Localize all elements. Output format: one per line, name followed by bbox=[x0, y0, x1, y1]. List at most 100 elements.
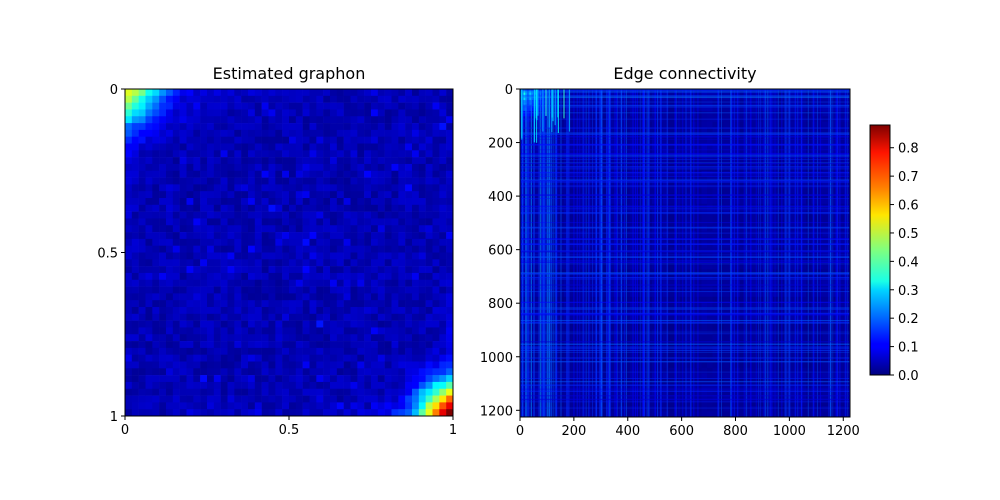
graphon-cell bbox=[282, 95, 290, 103]
graphon-cell bbox=[439, 225, 447, 233]
graphon-cell bbox=[254, 341, 262, 349]
edge-connectivity-cell bbox=[597, 313, 603, 319]
graphon-cell bbox=[412, 232, 420, 240]
edge-connectivity-cell bbox=[663, 110, 669, 117]
graphon-cell bbox=[241, 259, 249, 267]
edge-connectivity-cell bbox=[778, 296, 785, 303]
graphon-cell bbox=[241, 245, 249, 253]
edge-connectivity-cell bbox=[778, 132, 785, 139]
edge-connectivity-cell bbox=[591, 138, 598, 144]
graphon-cell bbox=[241, 143, 249, 151]
graphon-cell bbox=[207, 347, 215, 355]
graphon-cell bbox=[186, 395, 194, 403]
graphon-cell bbox=[172, 293, 180, 301]
graphon-cell bbox=[261, 123, 269, 131]
graphon-cell bbox=[125, 388, 133, 396]
graphon-cell bbox=[391, 198, 399, 206]
edge-connectivity-cell bbox=[806, 253, 812, 259]
edge-connectivity-cell bbox=[712, 253, 719, 259]
graphon-cell bbox=[152, 252, 160, 260]
graphon-cell bbox=[412, 368, 420, 376]
edge-connectivity-cell bbox=[762, 121, 768, 128]
edge-connectivity-cell bbox=[685, 165, 691, 172]
edge-connectivity-cell bbox=[575, 220, 581, 226]
edge-connectivity-cell bbox=[740, 132, 746, 139]
graphon-cell bbox=[439, 395, 447, 403]
graphon-cell bbox=[207, 259, 215, 267]
graphon-cell bbox=[125, 300, 133, 308]
graphon-cell bbox=[405, 184, 413, 192]
graphon-cell bbox=[193, 218, 201, 226]
edge-connectivity-cell bbox=[569, 253, 576, 259]
graphon-cell bbox=[309, 286, 317, 294]
graphon-cell bbox=[275, 375, 283, 383]
edge-connectivity-cell bbox=[635, 253, 642, 259]
edge-connectivity-cell bbox=[547, 187, 554, 194]
graphon-cell bbox=[159, 123, 167, 131]
graphon-cell bbox=[289, 238, 297, 246]
graphon-cell bbox=[330, 300, 338, 308]
graphon-cell bbox=[384, 402, 392, 410]
edge-connectivity-cell bbox=[817, 198, 823, 205]
graphon-cell bbox=[193, 375, 201, 383]
graphon-cell bbox=[220, 225, 228, 233]
graphon-cell bbox=[302, 218, 310, 226]
graphon-cell bbox=[200, 150, 208, 158]
graphon-cell bbox=[289, 163, 297, 172]
edge-connectivity-cell bbox=[591, 296, 598, 303]
graphon-cell bbox=[377, 191, 385, 199]
edge-connectivity-cell bbox=[762, 296, 768, 303]
graphon-cell bbox=[125, 157, 133, 165]
graphon-cell bbox=[425, 375, 433, 383]
graphon-cell bbox=[179, 232, 187, 240]
graphon-cell bbox=[302, 123, 310, 131]
graphon-cell bbox=[248, 347, 256, 355]
graphon-cell bbox=[371, 204, 379, 212]
edge-connectivity-cell bbox=[525, 285, 532, 292]
graphon-cell bbox=[357, 388, 365, 396]
edge-connectivity-cell bbox=[663, 220, 669, 226]
graphon-cell bbox=[330, 320, 338, 328]
graphon-cell bbox=[446, 218, 454, 226]
graphon-cell bbox=[166, 232, 174, 240]
graphon-cell bbox=[391, 381, 399, 390]
edge-connectivity-cell bbox=[591, 220, 598, 226]
graphon-cell bbox=[316, 225, 324, 233]
graphon-cell bbox=[200, 313, 208, 321]
graphon-cell bbox=[446, 347, 454, 355]
graphon-cell bbox=[145, 232, 153, 240]
graphon-cell bbox=[350, 388, 358, 396]
graphon-cell bbox=[289, 170, 297, 178]
graphon-cell bbox=[289, 225, 297, 233]
graphon-cell bbox=[350, 191, 358, 199]
graphon-cell bbox=[241, 232, 249, 240]
edge-connectivity-cell bbox=[547, 198, 554, 205]
graphon-cell bbox=[412, 272, 420, 281]
graphon-cell bbox=[371, 286, 379, 294]
graphon-cell bbox=[446, 286, 454, 294]
graphon-cell bbox=[193, 95, 201, 103]
graphon-cell bbox=[384, 347, 392, 355]
edge-connectivity-cell bbox=[839, 318, 845, 325]
edge-connectivity-cell bbox=[806, 285, 812, 292]
edge-connectivity-cell bbox=[569, 110, 576, 117]
edge-connectivity-cell bbox=[767, 291, 774, 298]
graphon-cell bbox=[179, 109, 187, 117]
edge-connectivity-cell bbox=[723, 138, 730, 144]
graphon-cell bbox=[152, 163, 160, 172]
graphon-cell bbox=[323, 150, 331, 158]
edge-connectivity-cell bbox=[718, 149, 724, 155]
edge-connectivity-cell bbox=[767, 138, 774, 144]
graphon-cell bbox=[309, 252, 317, 260]
graphon-cell bbox=[316, 204, 324, 212]
graphon-cell bbox=[282, 129, 290, 137]
edge-connectivity-cell bbox=[817, 307, 823, 314]
edge-connectivity-cell bbox=[723, 220, 730, 226]
edge-connectivity-cell bbox=[525, 181, 532, 188]
edge-connectivity-cell bbox=[751, 149, 757, 155]
graphon-cell bbox=[261, 198, 269, 206]
edge-connectivity-cell bbox=[745, 105, 752, 112]
graphon-cell bbox=[343, 238, 351, 246]
graphon-cell bbox=[439, 320, 447, 328]
